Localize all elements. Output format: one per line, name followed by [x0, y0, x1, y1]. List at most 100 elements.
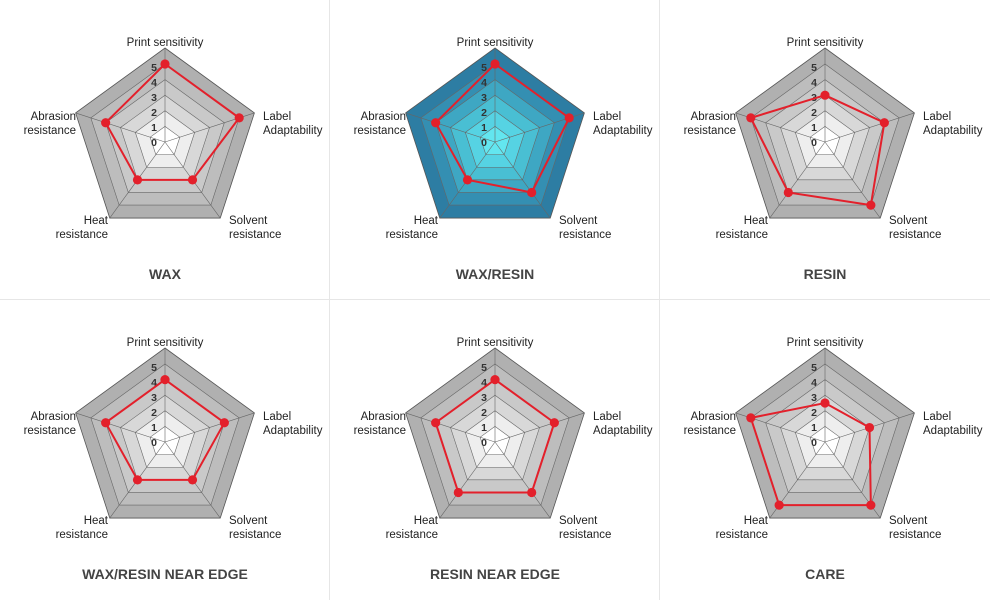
radar-tick-label: 2: [151, 107, 157, 119]
radar-axis-label: Solvent resistance: [229, 215, 281, 241]
radar-chart-panel: 0 1 2 3 4 5 Print sensitivity Label Adaptability…: [330, 0, 660, 300]
radar-tick-label: 4: [151, 377, 157, 389]
radar-axis-label: Label Adaptability: [923, 111, 983, 137]
radar-chart-title: WAX/RESIN NEAR EDGE: [82, 566, 248, 582]
radar-tick-label: 3: [481, 392, 487, 404]
divider-vertical: [659, 0, 660, 600]
radar-data-point: [219, 418, 229, 428]
radar-chart-panel: 0 1 2 3 4 5 Print sensitivity Label Adaptability…: [660, 0, 990, 300]
radar-tick-label: 0: [811, 137, 817, 149]
radar-axis-label: Heat resistance: [386, 215, 439, 241]
radar-axis-label: Solvent resistance: [229, 515, 281, 541]
radar-data-point: [549, 418, 559, 428]
radar-axis-label: Heat resistance: [56, 515, 109, 541]
radar-axis-label: Solvent resistance: [889, 215, 941, 241]
radar-axis-label: Label Adaptability: [593, 411, 653, 437]
radar-axis-label: Print sensitivity: [127, 37, 204, 49]
radar-chart-panel: 0 1 2 3 4 5 Print sensitivity Label Adaptability…: [0, 0, 330, 300]
radar-series-line: [749, 401, 872, 507]
radar-tick-label: 5: [811, 62, 817, 74]
radar-axis-label: Heat resistance: [716, 215, 769, 241]
radar-data-point: [864, 422, 875, 433]
radar-spoke: [405, 112, 496, 143]
radar-tick-label: 5: [481, 362, 487, 374]
radar-chart-panel: 0 1 2 3 4 5 Print sensitivity Label Adaptability…: [0, 300, 330, 600]
radar-tick-label: 5: [151, 62, 157, 74]
radar-tick-label: 1: [481, 122, 487, 134]
radar-chart-title: WAX/RESIN: [456, 266, 535, 282]
radar-data-point: [187, 475, 198, 485]
radar-tick-label: 1: [811, 422, 817, 434]
radar-data-point: [490, 59, 500, 69]
radar-axis-label: Abrasion resistance: [684, 111, 736, 137]
radar-spoke: [75, 412, 166, 443]
radar-series-line: [434, 62, 571, 194]
radar-tick-label: 5: [151, 362, 157, 374]
radar-tick-label: 0: [481, 137, 487, 149]
radar-spoke: [494, 141, 551, 219]
radar-axis-label: Abrasion resistance: [24, 411, 76, 437]
radar-data-point: [132, 475, 143, 485]
radar-data-point: [746, 113, 756, 123]
radar-data-point: [879, 118, 889, 128]
radar-data-point: [490, 375, 500, 385]
radar-data-point: [431, 118, 441, 128]
radar-axis-label: Label Adaptability: [263, 411, 323, 437]
radar-axis-label: Heat resistance: [386, 515, 439, 541]
radar-tick-label: 2: [811, 407, 817, 419]
radar-tick-label: 5: [481, 62, 487, 74]
radar-chart-panel: 0 1 2 3 4 5 Print sensitivity Label Adaptability…: [330, 300, 660, 600]
radar-data-point: [462, 175, 473, 185]
radar-tick-label: 2: [481, 407, 487, 419]
radar-axis-label: Label Adaptability: [263, 111, 323, 137]
radar-series-line: [104, 62, 241, 181]
radar-series-line: [749, 94, 886, 207]
radar-data-point: [820, 90, 830, 100]
radar-axis-label: Print sensitivity: [127, 337, 204, 349]
radar-data-point: [187, 175, 198, 185]
radar-axis-label: Solvent resistance: [889, 515, 941, 541]
radar-data-point: [820, 398, 830, 408]
radar-axis-label: Heat resistance: [56, 215, 109, 241]
radar-axis-label: Solvent resistance: [559, 515, 611, 541]
radar-tick-label: 2: [811, 107, 817, 119]
radar-axis-label: Abrasion resistance: [24, 111, 76, 137]
radar-axis-label: Abrasion resistance: [354, 411, 406, 437]
radar-tick-label: 3: [811, 392, 817, 404]
radar-data-point: [774, 500, 784, 510]
radar-spoke: [405, 412, 496, 443]
radar-data-point: [101, 118, 111, 128]
radar-data-point: [234, 113, 244, 123]
radar-series-line: [104, 378, 226, 481]
radar-tick-label: 0: [151, 137, 157, 149]
radar-tick-label: 4: [151, 77, 157, 89]
radar-data-point: [746, 413, 756, 423]
radar-data-point: [783, 187, 793, 198]
radar-chart-title: RESIN NEAR EDGE: [430, 566, 560, 582]
radar-axis-label: Label Adaptability: [593, 111, 653, 137]
radar-axis-label: Label Adaptability: [923, 411, 983, 437]
radar-series-line: [434, 378, 556, 494]
radar-tick-label: 4: [811, 377, 817, 389]
radar-data-point: [431, 418, 441, 428]
radar-data-point: [527, 487, 537, 498]
radar-axis-label: Heat resistance: [716, 515, 769, 541]
radar-tick-label: 1: [811, 122, 817, 134]
radar-data-point: [160, 59, 170, 69]
radar-chart-title: WAX: [149, 266, 182, 282]
radar-spoke: [769, 141, 826, 219]
radar-spoke: [439, 441, 496, 519]
radar-data-point: [132, 175, 143, 185]
divider-vertical: [329, 0, 330, 600]
radar-tick-label: 3: [151, 92, 157, 104]
radar-axis-label: Print sensitivity: [787, 37, 864, 49]
radar-axis-label: Print sensitivity: [457, 37, 534, 49]
radar-tick-label: 0: [481, 437, 487, 449]
